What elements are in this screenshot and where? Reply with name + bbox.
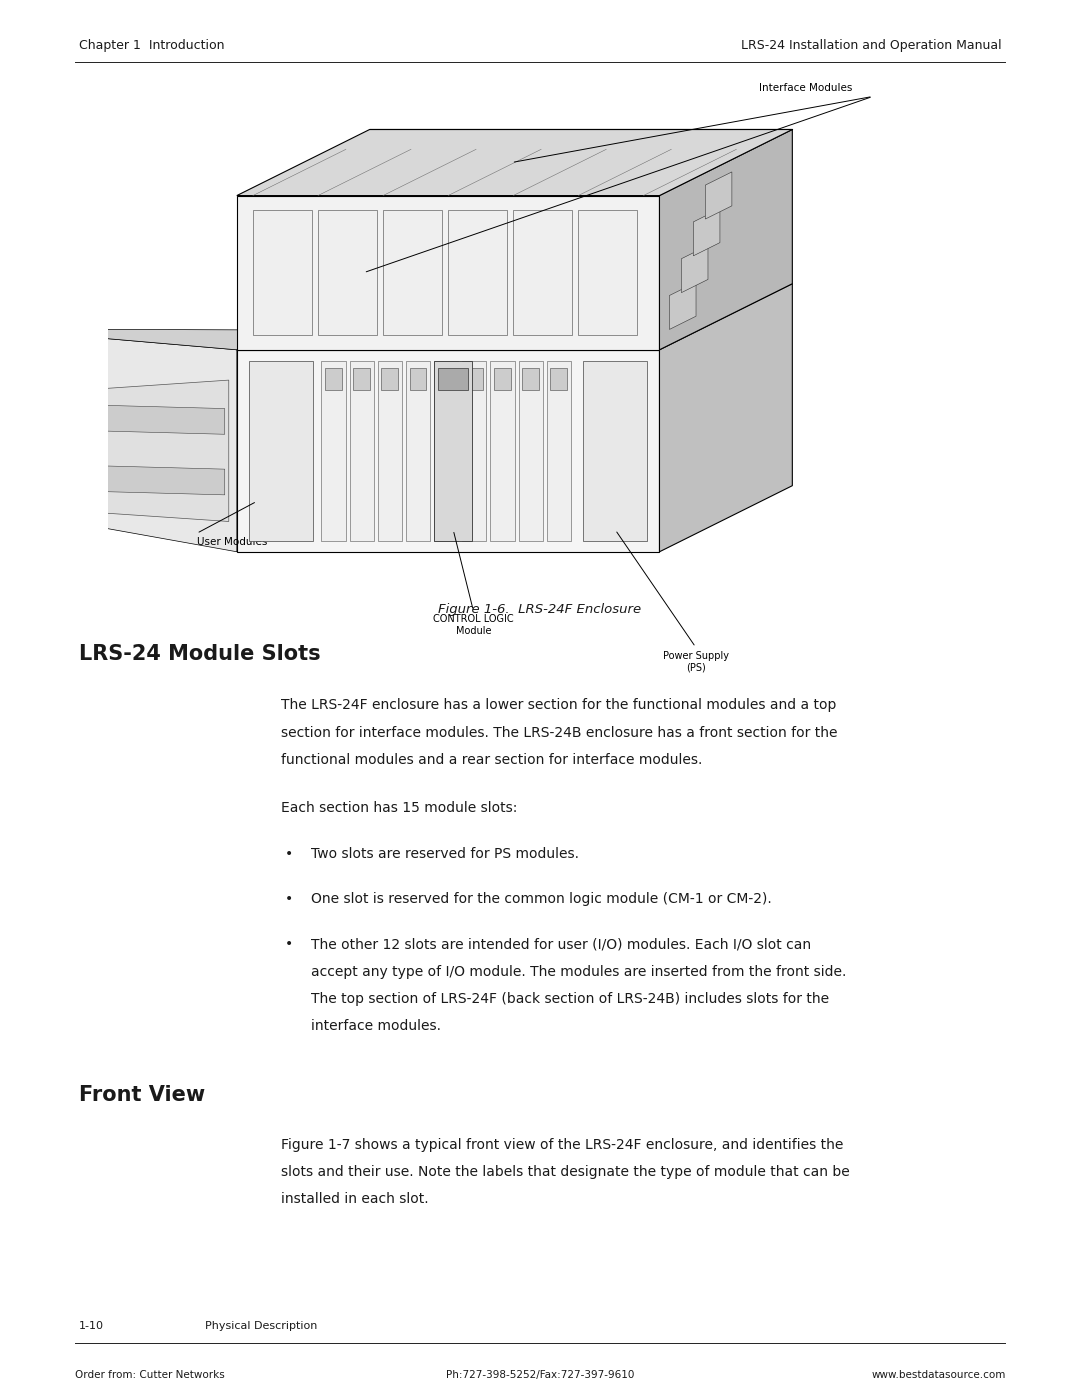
Text: Order from: Cutter Networks: Order from: Cutter Networks — [75, 1370, 225, 1380]
Text: Chapter 1  Introduction: Chapter 1 Introduction — [79, 39, 225, 53]
Text: The other 12 slots are intended for user (I/O) modules. Each I/O slot can: The other 12 slots are intended for user… — [311, 937, 811, 951]
Text: slots and their use. Note the labels that designate the type of module that can : slots and their use. Note the labels tha… — [281, 1165, 850, 1179]
Polygon shape — [434, 360, 472, 541]
Text: Ph:727-398-5252/Fax:727-397-9610: Ph:727-398-5252/Fax:727-397-9610 — [446, 1370, 634, 1380]
Text: Interface Modules: Interface Modules — [759, 82, 853, 92]
Polygon shape — [316, 156, 739, 310]
Polygon shape — [325, 369, 342, 390]
Text: section for interface modules. The LRS-24B enclosure has a front section for the: section for interface modules. The LRS-2… — [281, 726, 837, 740]
Polygon shape — [670, 282, 696, 330]
Text: Power Supply
(PS): Power Supply (PS) — [663, 651, 729, 672]
Polygon shape — [462, 360, 486, 541]
Polygon shape — [437, 369, 455, 390]
Text: CONTROL LOGIC
Module: CONTROL LOGIC Module — [433, 615, 514, 636]
Text: User Modules: User Modules — [197, 536, 267, 548]
Text: The LRS-24F enclosure has a lower section for the functional modules and a top: The LRS-24F enclosure has a lower sectio… — [281, 698, 836, 712]
Text: www.bestdatasource.com: www.bestdatasource.com — [872, 1370, 1005, 1380]
Polygon shape — [87, 405, 225, 434]
Polygon shape — [253, 211, 312, 335]
Polygon shape — [237, 284, 793, 349]
Polygon shape — [583, 360, 647, 541]
Polygon shape — [87, 465, 225, 495]
Polygon shape — [546, 360, 571, 541]
Polygon shape — [248, 360, 313, 541]
Text: •: • — [285, 847, 294, 861]
Polygon shape — [350, 360, 374, 541]
Polygon shape — [68, 335, 237, 552]
Polygon shape — [551, 369, 567, 390]
Text: Figure 1-6.  LRS-24F Enclosure: Figure 1-6. LRS-24F Enclosure — [438, 604, 642, 616]
Polygon shape — [448, 211, 508, 335]
Polygon shape — [353, 369, 370, 390]
Polygon shape — [437, 369, 469, 390]
Polygon shape — [660, 130, 793, 349]
Polygon shape — [578, 211, 637, 335]
Text: interface modules.: interface modules. — [311, 1020, 441, 1034]
Text: functional modules and a rear section for interface modules.: functional modules and a rear section fo… — [281, 753, 702, 767]
Polygon shape — [490, 360, 514, 541]
Text: installed in each slot.: installed in each slot. — [281, 1193, 429, 1207]
Text: •: • — [285, 893, 294, 907]
Polygon shape — [383, 211, 442, 335]
Polygon shape — [494, 369, 511, 390]
Polygon shape — [381, 369, 399, 390]
Text: Each section has 15 module slots:: Each section has 15 module slots: — [281, 802, 517, 816]
Polygon shape — [434, 360, 458, 541]
Text: LRS-24 Module Slots: LRS-24 Module Slots — [79, 644, 321, 664]
Text: One slot is reserved for the common logic module (CM-1 or CM-2).: One slot is reserved for the common logi… — [311, 893, 772, 907]
Polygon shape — [80, 380, 229, 521]
Polygon shape — [378, 360, 402, 541]
Polygon shape — [705, 172, 732, 219]
Text: Figure 1-7 shows a typical front view of the LRS-24F enclosure, and identifies t: Figure 1-7 shows a typical front view of… — [281, 1139, 843, 1153]
Text: accept any type of I/O module. The modules are inserted from the front side.: accept any type of I/O module. The modul… — [311, 965, 847, 979]
Polygon shape — [237, 130, 793, 196]
Polygon shape — [518, 360, 543, 541]
Polygon shape — [322, 360, 346, 541]
Polygon shape — [237, 196, 660, 349]
Polygon shape — [409, 369, 427, 390]
Text: LRS-24 Installation and Operation Manual: LRS-24 Installation and Operation Manual — [741, 39, 1001, 53]
Polygon shape — [681, 246, 708, 292]
Polygon shape — [465, 369, 483, 390]
Text: •: • — [285, 937, 294, 951]
Polygon shape — [660, 284, 793, 552]
Polygon shape — [693, 208, 720, 256]
Text: Front View: Front View — [79, 1085, 205, 1105]
Text: Physical Description: Physical Description — [205, 1320, 318, 1330]
Text: The top section of LRS-24F (back section of LRS-24B) includes slots for the: The top section of LRS-24F (back section… — [311, 992, 829, 1006]
Text: 1-10: 1-10 — [79, 1320, 104, 1330]
Polygon shape — [513, 211, 572, 335]
Polygon shape — [406, 360, 430, 541]
Polygon shape — [76, 330, 276, 349]
Polygon shape — [237, 349, 660, 552]
Polygon shape — [523, 369, 539, 390]
Text: Two slots are reserved for PS modules.: Two slots are reserved for PS modules. — [311, 847, 579, 861]
Polygon shape — [318, 211, 377, 335]
